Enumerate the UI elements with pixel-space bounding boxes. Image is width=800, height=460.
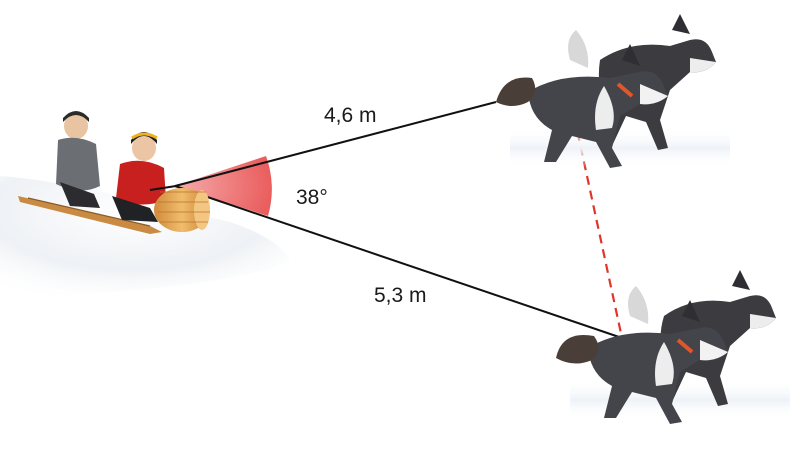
lower-rope-line (174, 185, 623, 339)
lower-rope-length-label: 5,3 m (374, 284, 427, 307)
upper-rope-line (174, 101, 497, 187)
sled-dog-pair-lower-icon (556, 270, 790, 424)
angle-label: 38° (296, 186, 328, 209)
upper-rope-length-label: 4,6 m (324, 104, 377, 127)
children-on-toboggan-icon (18, 111, 210, 234)
angle-sector (175, 156, 272, 216)
sled-dog-pair-upper-icon (496, 14, 730, 168)
dashed-distance-line (566, 87, 624, 339)
